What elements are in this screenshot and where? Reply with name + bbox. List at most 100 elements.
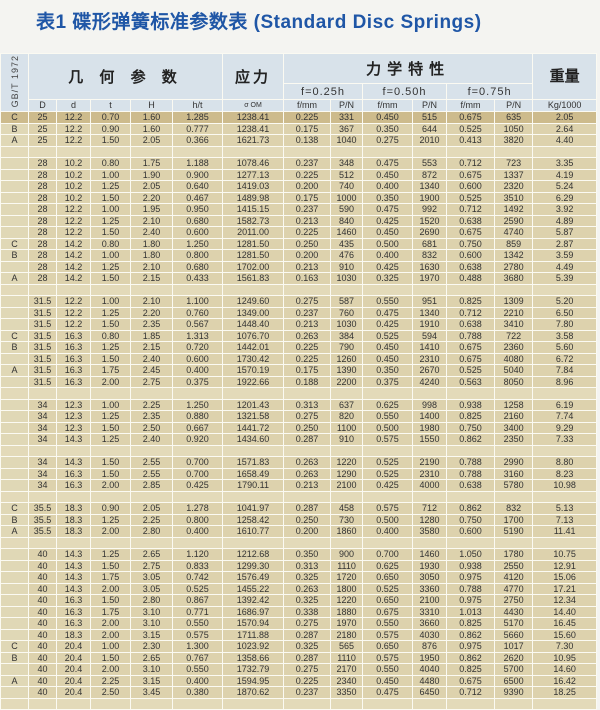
table-row: A 28 14.2 1.50 2.15 0.433 1561.83 0.163 1030 0.32… — [0, 272, 598, 285]
col-h-t-ratio-cell: 0.680 — [171, 260, 224, 273]
col-weight-cell: 8.96 — [532, 375, 598, 388]
col-weight-header: Kg/1000 — [532, 99, 598, 112]
col-thickness-cell: 1.75 — [90, 605, 131, 618]
col-d-inner-cell: 14.2 — [56, 237, 91, 250]
spacer-cell — [171, 145, 224, 158]
col-thickness-cell: 1.50 — [90, 467, 131, 480]
col-thickness-cell: 1.50 — [90, 651, 131, 664]
col-f-075-cell: 0.413 — [446, 134, 496, 147]
col-stress-cell: 1321.58 — [222, 410, 285, 423]
col-f-050-cell: 0.350 — [362, 191, 414, 204]
col-thickness-cell: 1.25 — [90, 513, 131, 526]
col-f-050-cell: 0.625 — [362, 559, 414, 572]
col-d-inner-cell: 16.3 — [56, 467, 91, 480]
series-cell — [0, 226, 29, 239]
col-f-025-cell: 0.138 — [283, 134, 332, 147]
spacer-cell — [446, 444, 496, 457]
col-p-050-cell: 2690 — [412, 226, 448, 239]
series-cell — [0, 594, 29, 607]
table-row: 28 12.2 1.00 1.95 0.950 1415.15 0.237 590 0.475 9… — [0, 203, 598, 216]
col-weight-cell: 12.91 — [532, 559, 598, 572]
col-f-050-cell: 0.625 — [362, 398, 414, 411]
col-p-050-cell: 6450 — [412, 686, 448, 699]
col-stress-header: σ OM — [222, 99, 285, 112]
col-f-050-header: f/mm — [362, 99, 414, 112]
series-cell: A — [0, 272, 29, 285]
col-h-t-ratio-cell: 0.433 — [171, 272, 224, 285]
col-height-cell: 2.75 — [130, 559, 173, 572]
col-p-075-cell: 1258 — [494, 398, 534, 411]
col-p-075-cell: 5190 — [494, 525, 534, 538]
col-f-075-cell: 0.563 — [446, 375, 496, 388]
col-thickness-cell: 1.00 — [90, 640, 131, 653]
col-f-025-cell: 0.213 — [283, 318, 332, 331]
col-stress-cell: 1238.41 — [222, 122, 285, 135]
col-p-025-cell: 1720 — [330, 571, 364, 584]
col-d-outer-cell: 40 — [28, 559, 57, 572]
table-row: 28 12.2 1.50 2.40 0.600 2011.00 0.225 1460 0.450… — [0, 226, 598, 239]
col-h-t-ratio-cell: 0.550 — [171, 663, 224, 676]
col-stress-cell: 1041.97 — [222, 502, 285, 515]
col-p-025-cell: 730 — [330, 513, 364, 526]
table-row: 34 14.3 1.25 2.40 0.920 1434.60 0.287 910 0.575 1… — [0, 433, 598, 446]
spacer-cell — [362, 387, 414, 400]
col-p-075-cell: 1017 — [494, 640, 534, 653]
col-weight-cell: 5.39 — [532, 272, 598, 285]
col-h-t-ratio-cell: 0.767 — [171, 651, 224, 664]
col-f-050-cell: 0.525 — [362, 456, 414, 469]
spacer-row — [0, 387, 598, 400]
spacer-cell — [330, 444, 364, 457]
col-d-outer-cell: 35.5 — [28, 502, 57, 515]
col-p-050-cell: 2310 — [412, 352, 448, 365]
col-thickness-cell: 1.50 — [90, 226, 131, 239]
col-stress-cell: 1358.66 — [222, 651, 285, 664]
col-p-075-cell: 859 — [494, 237, 534, 250]
col-stress-cell: 1299.30 — [222, 559, 285, 572]
col-f-025-cell: 0.275 — [283, 617, 332, 630]
spacer-cell — [283, 145, 332, 158]
spacer-cell — [130, 387, 173, 400]
col-weight-cell: 7.84 — [532, 364, 598, 377]
col-f-050-cell: 0.425 — [362, 260, 414, 273]
col-height-cell: 2.55 — [130, 456, 173, 469]
col-h-t-ratio-cell: 1.188 — [171, 157, 224, 170]
spacer-cell — [222, 536, 285, 549]
spacer-cell — [28, 387, 57, 400]
spacer-cell — [532, 536, 598, 549]
col-thickness-cell: 1.00 — [90, 295, 131, 308]
col-f-075-cell: 0.712 — [446, 203, 496, 216]
spacer-cell — [130, 444, 173, 457]
col-d-outer-cell: 40 — [28, 582, 57, 595]
col-h-t-ratio-cell: 1.278 — [171, 502, 224, 515]
col-weight-cell: 11.41 — [532, 525, 598, 538]
col-f-050-cell: 0.425 — [362, 318, 414, 331]
spacer-cell — [330, 145, 364, 158]
col-thickness-cell: 0.90 — [90, 122, 131, 135]
col-h-t-ratio-cell: 0.700 — [171, 456, 224, 469]
col-height-cell: 2.10 — [130, 260, 173, 273]
col-h-t-ratio-cell: 0.667 — [171, 421, 224, 434]
col-height-cell: 3.05 — [130, 571, 173, 584]
table-row: B 31.5 16.3 1.25 2.15 0.720 1442.01 0.225 790 0.4… — [0, 341, 598, 354]
spacer-cell — [222, 490, 285, 503]
col-f-025-cell: 0.188 — [283, 375, 332, 388]
col-h-t-ratio-cell: 0.600 — [171, 352, 224, 365]
col-p-075-cell: 8050 — [494, 375, 534, 388]
col-d-outer-cell: 28 — [28, 272, 57, 285]
col-p-050-cell: 3360 — [412, 582, 448, 595]
col-f-050-cell: 0.450 — [362, 341, 414, 354]
series-cell — [0, 479, 29, 492]
spacer-cell — [362, 145, 414, 158]
series-cell — [0, 628, 29, 641]
col-f-075-cell: 0.750 — [446, 237, 496, 250]
col-stress-cell: 1594.95 — [222, 674, 285, 687]
col-p-075-cell: 2750 — [494, 594, 534, 607]
col-p-050-cell: 3660 — [412, 617, 448, 630]
col-d-inner-cell: 16.3 — [56, 352, 91, 365]
col-stress-cell: 1419.03 — [222, 180, 285, 193]
col-h-t-ratio-cell: 0.950 — [171, 203, 224, 216]
col-p-025-cell: 587 — [330, 295, 364, 308]
col-thickness-cell: 1.50 — [90, 421, 131, 434]
col-p-050-cell: 3310 — [412, 605, 448, 618]
col-d-inner-cell: 16.3 — [56, 375, 91, 388]
